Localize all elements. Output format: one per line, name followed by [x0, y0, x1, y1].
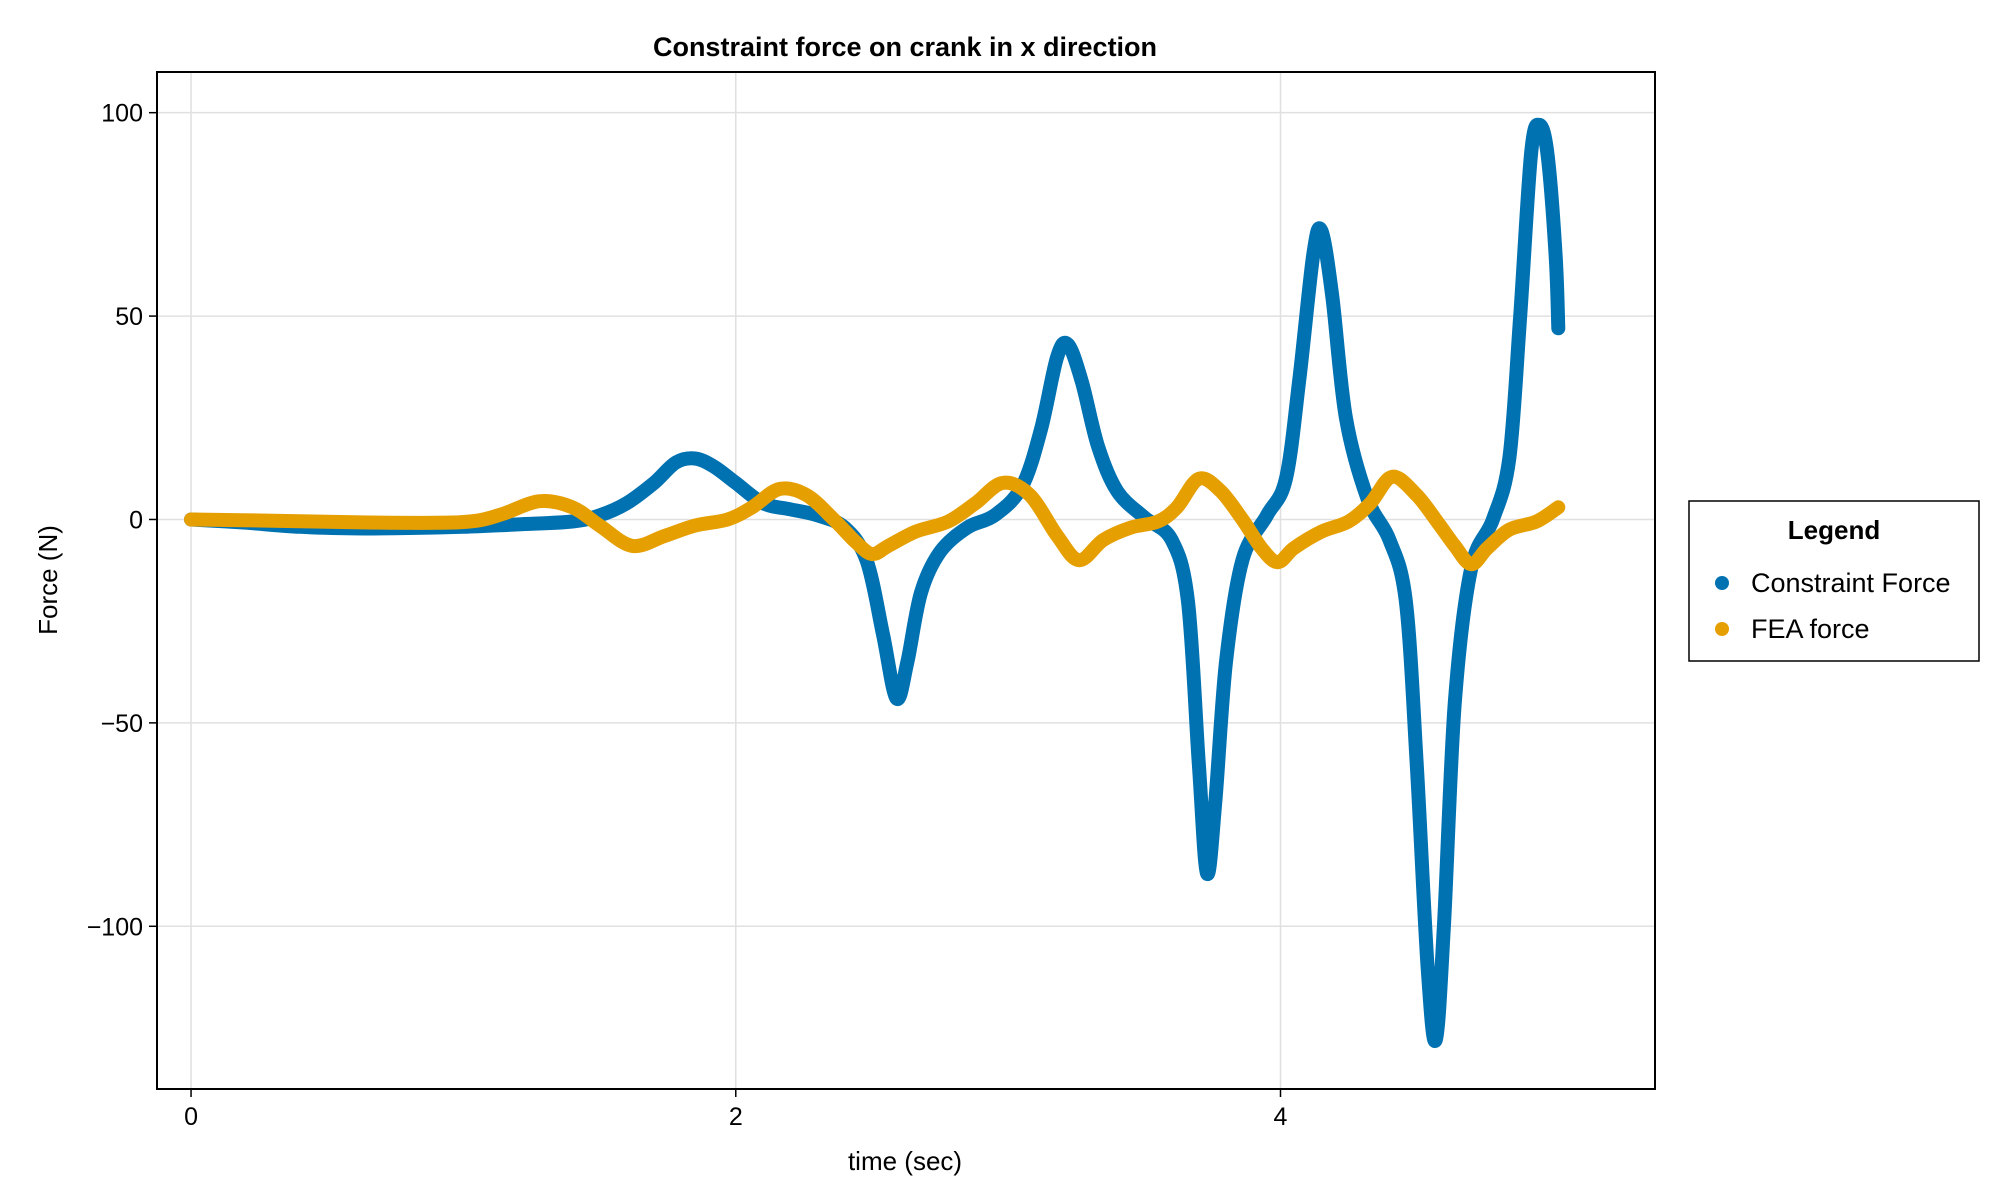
y-tick-label: −50: [101, 710, 143, 738]
series-line-constraint-force: [184, 117, 1566, 1049]
y-axis-label: Force (N): [33, 525, 63, 635]
y-tick-label: 0: [129, 506, 143, 534]
legend-label-constraint-force: Constraint Force: [1751, 568, 1951, 598]
y-axis-ticks: −100 −50 0 50 100: [87, 100, 157, 941]
plot-frame: [156, 71, 1656, 1090]
legend-marker-fea-force: [1715, 622, 1729, 636]
legend-box: [1688, 500, 1980, 662]
x-tick-label: 2: [729, 1103, 743, 1131]
grid-lines: [157, 72, 1655, 1089]
legend: Legend Constraint Force FEA force: [1688, 500, 1980, 662]
x-tick-label: 0: [184, 1103, 198, 1131]
x-axis-label: time (sec): [848, 1146, 962, 1176]
series-line-fea-force: [184, 469, 1566, 572]
legend-marker-constraint-force: [1715, 576, 1729, 590]
legend-title: Legend: [1788, 515, 1880, 545]
y-tick-label: 100: [101, 100, 143, 128]
x-axis-ticks: 0 2 4: [184, 1089, 1288, 1131]
chart-title: Constraint force on crank in x direction: [653, 32, 1157, 62]
legend-label-fea-force: FEA force: [1751, 614, 1870, 644]
plot-series: [184, 117, 1566, 1049]
x-tick-label: 4: [1274, 1103, 1288, 1131]
y-tick-label: 50: [115, 303, 143, 331]
y-tick-label: −100: [87, 913, 143, 941]
